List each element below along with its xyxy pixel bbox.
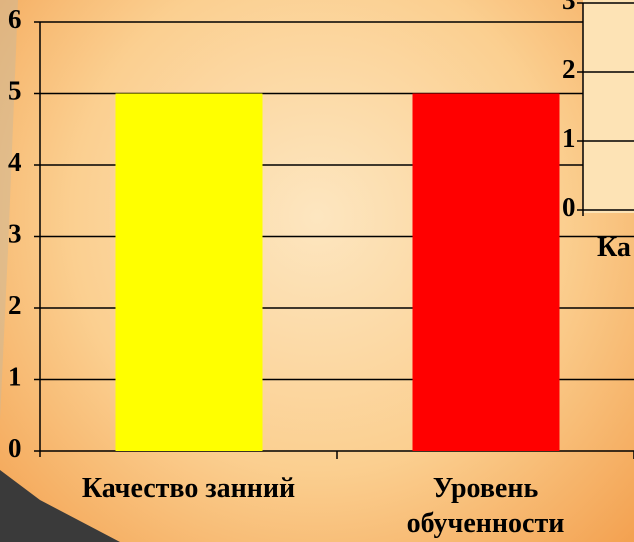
y-tick-label: 1: [562, 123, 576, 153]
left-decoration: [0, 0, 18, 420]
y-tick-label: 3: [562, 0, 576, 15]
pen-decoration: [0, 470, 120, 542]
inset-background: [583, 0, 634, 213]
y-tick-label: 4: [8, 147, 22, 177]
y-tick-label: 5: [8, 76, 22, 106]
y-tick-label: 0: [562, 192, 576, 222]
y-tick-label: 0: [8, 433, 22, 463]
x-tick-label: Ка: [597, 232, 631, 263]
y-tick-label: 1: [8, 362, 22, 392]
y-tick-label: 2: [8, 290, 22, 320]
y-tick-label: 3: [8, 219, 22, 249]
bar: [115, 93, 263, 451]
x-tick-label: Уровень обученности: [406, 473, 565, 539]
y-tick-label: 6: [8, 4, 22, 34]
x-tick-label: Качество занний: [81, 473, 296, 504]
y-tick-label: 2: [562, 54, 576, 84]
bar: [412, 93, 560, 451]
